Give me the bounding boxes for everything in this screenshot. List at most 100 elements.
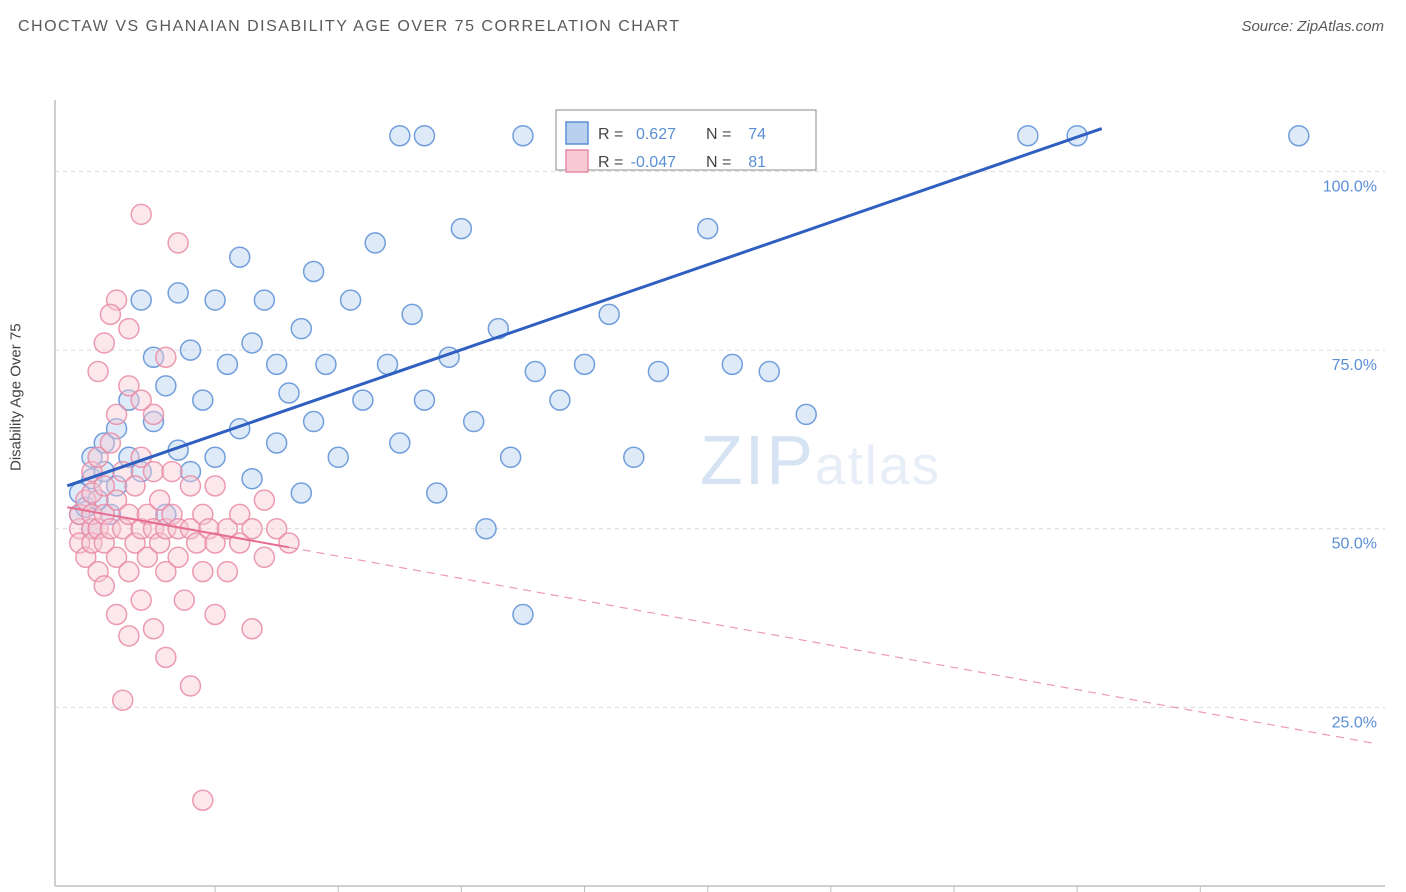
y-tick-label: 25.0% [1332,714,1377,731]
data-point [451,219,471,239]
data-point [254,547,274,567]
data-point [476,519,496,539]
data-point [125,476,145,496]
chart-title: CHOCTAW VS GHANAIAN DISABILITY AGE OVER … [18,18,681,36]
data-point [1289,126,1309,146]
data-point [156,347,176,367]
y-tick-label: 75.0% [1332,357,1377,374]
trend-line-dashed [289,547,1373,743]
legend-r-label: R = [598,154,623,171]
data-point [205,476,225,496]
data-point [304,261,324,281]
data-point [193,390,213,410]
data-point [254,290,274,310]
data-point [267,354,287,374]
legend-r-value: 0.627 [636,126,676,143]
data-point [353,390,373,410]
data-point [427,483,447,503]
data-point [624,447,644,467]
data-point [107,404,127,424]
correlation-legend: R =0.627N =74R =-0.047N =81 [556,110,816,172]
data-point [180,340,200,360]
data-point [242,469,262,489]
data-point [168,283,188,303]
data-point [525,362,545,382]
data-point [267,433,287,453]
data-point [131,204,151,224]
data-point [759,362,779,382]
y-tick-label: 50.0% [1332,536,1377,553]
data-point [205,290,225,310]
data-point [174,590,194,610]
data-point [328,447,348,467]
data-point [291,319,311,339]
data-point [88,362,108,382]
data-point [513,604,533,624]
source-attribution: Source: ZipAtlas.com [1241,18,1384,35]
data-point [193,790,213,810]
data-point [217,562,237,582]
data-point [390,126,410,146]
data-point [279,533,299,553]
data-point [390,433,410,453]
data-point [144,619,164,639]
data-point [180,476,200,496]
data-point [119,626,139,646]
data-point [501,447,521,467]
data-point [162,462,182,482]
data-point [575,354,595,374]
data-point [107,604,127,624]
data-point [279,383,299,403]
legend-r-value: -0.047 [631,154,676,171]
data-point [131,290,151,310]
data-point [131,390,151,410]
data-point [113,690,133,710]
data-point [94,333,114,353]
data-point [242,333,262,353]
data-point [242,619,262,639]
legend-r-label: R = [598,126,623,143]
data-point [796,404,816,424]
data-point [1018,126,1038,146]
chart-container: 25.0%50.0%75.0%100.0%0.0%100.0%R =0.627N… [0,50,1406,892]
y-tick-label: 100.0% [1323,178,1377,195]
legend-swatch [566,150,588,172]
data-point [180,676,200,696]
data-point [414,390,434,410]
data-point [291,483,311,503]
data-point [94,576,114,596]
data-point [193,562,213,582]
data-point [119,562,139,582]
data-point [402,304,422,324]
legend-n-value: 74 [748,126,766,143]
data-point [254,490,274,510]
data-point [648,362,668,382]
legend-n-label: N = [706,154,731,171]
data-point [100,304,120,324]
data-point [144,462,164,482]
data-point [242,519,262,539]
data-point [156,647,176,667]
data-point [722,354,742,374]
data-point [414,126,434,146]
data-point [316,354,336,374]
data-point [365,233,385,253]
data-point [131,590,151,610]
data-point [698,219,718,239]
data-point [341,290,361,310]
data-point [230,247,250,267]
data-point [168,233,188,253]
legend-swatch [566,122,588,144]
data-point [304,412,324,432]
data-point [205,604,225,624]
data-point [550,390,570,410]
data-point [513,126,533,146]
data-point [100,433,120,453]
data-point [599,304,619,324]
data-point [205,447,225,467]
legend-n-label: N = [706,126,731,143]
data-point [168,547,188,567]
scatter-chart-svg: 25.0%50.0%75.0%100.0%0.0%100.0%R =0.627N… [0,50,1406,892]
data-point [464,412,484,432]
data-point [156,376,176,396]
